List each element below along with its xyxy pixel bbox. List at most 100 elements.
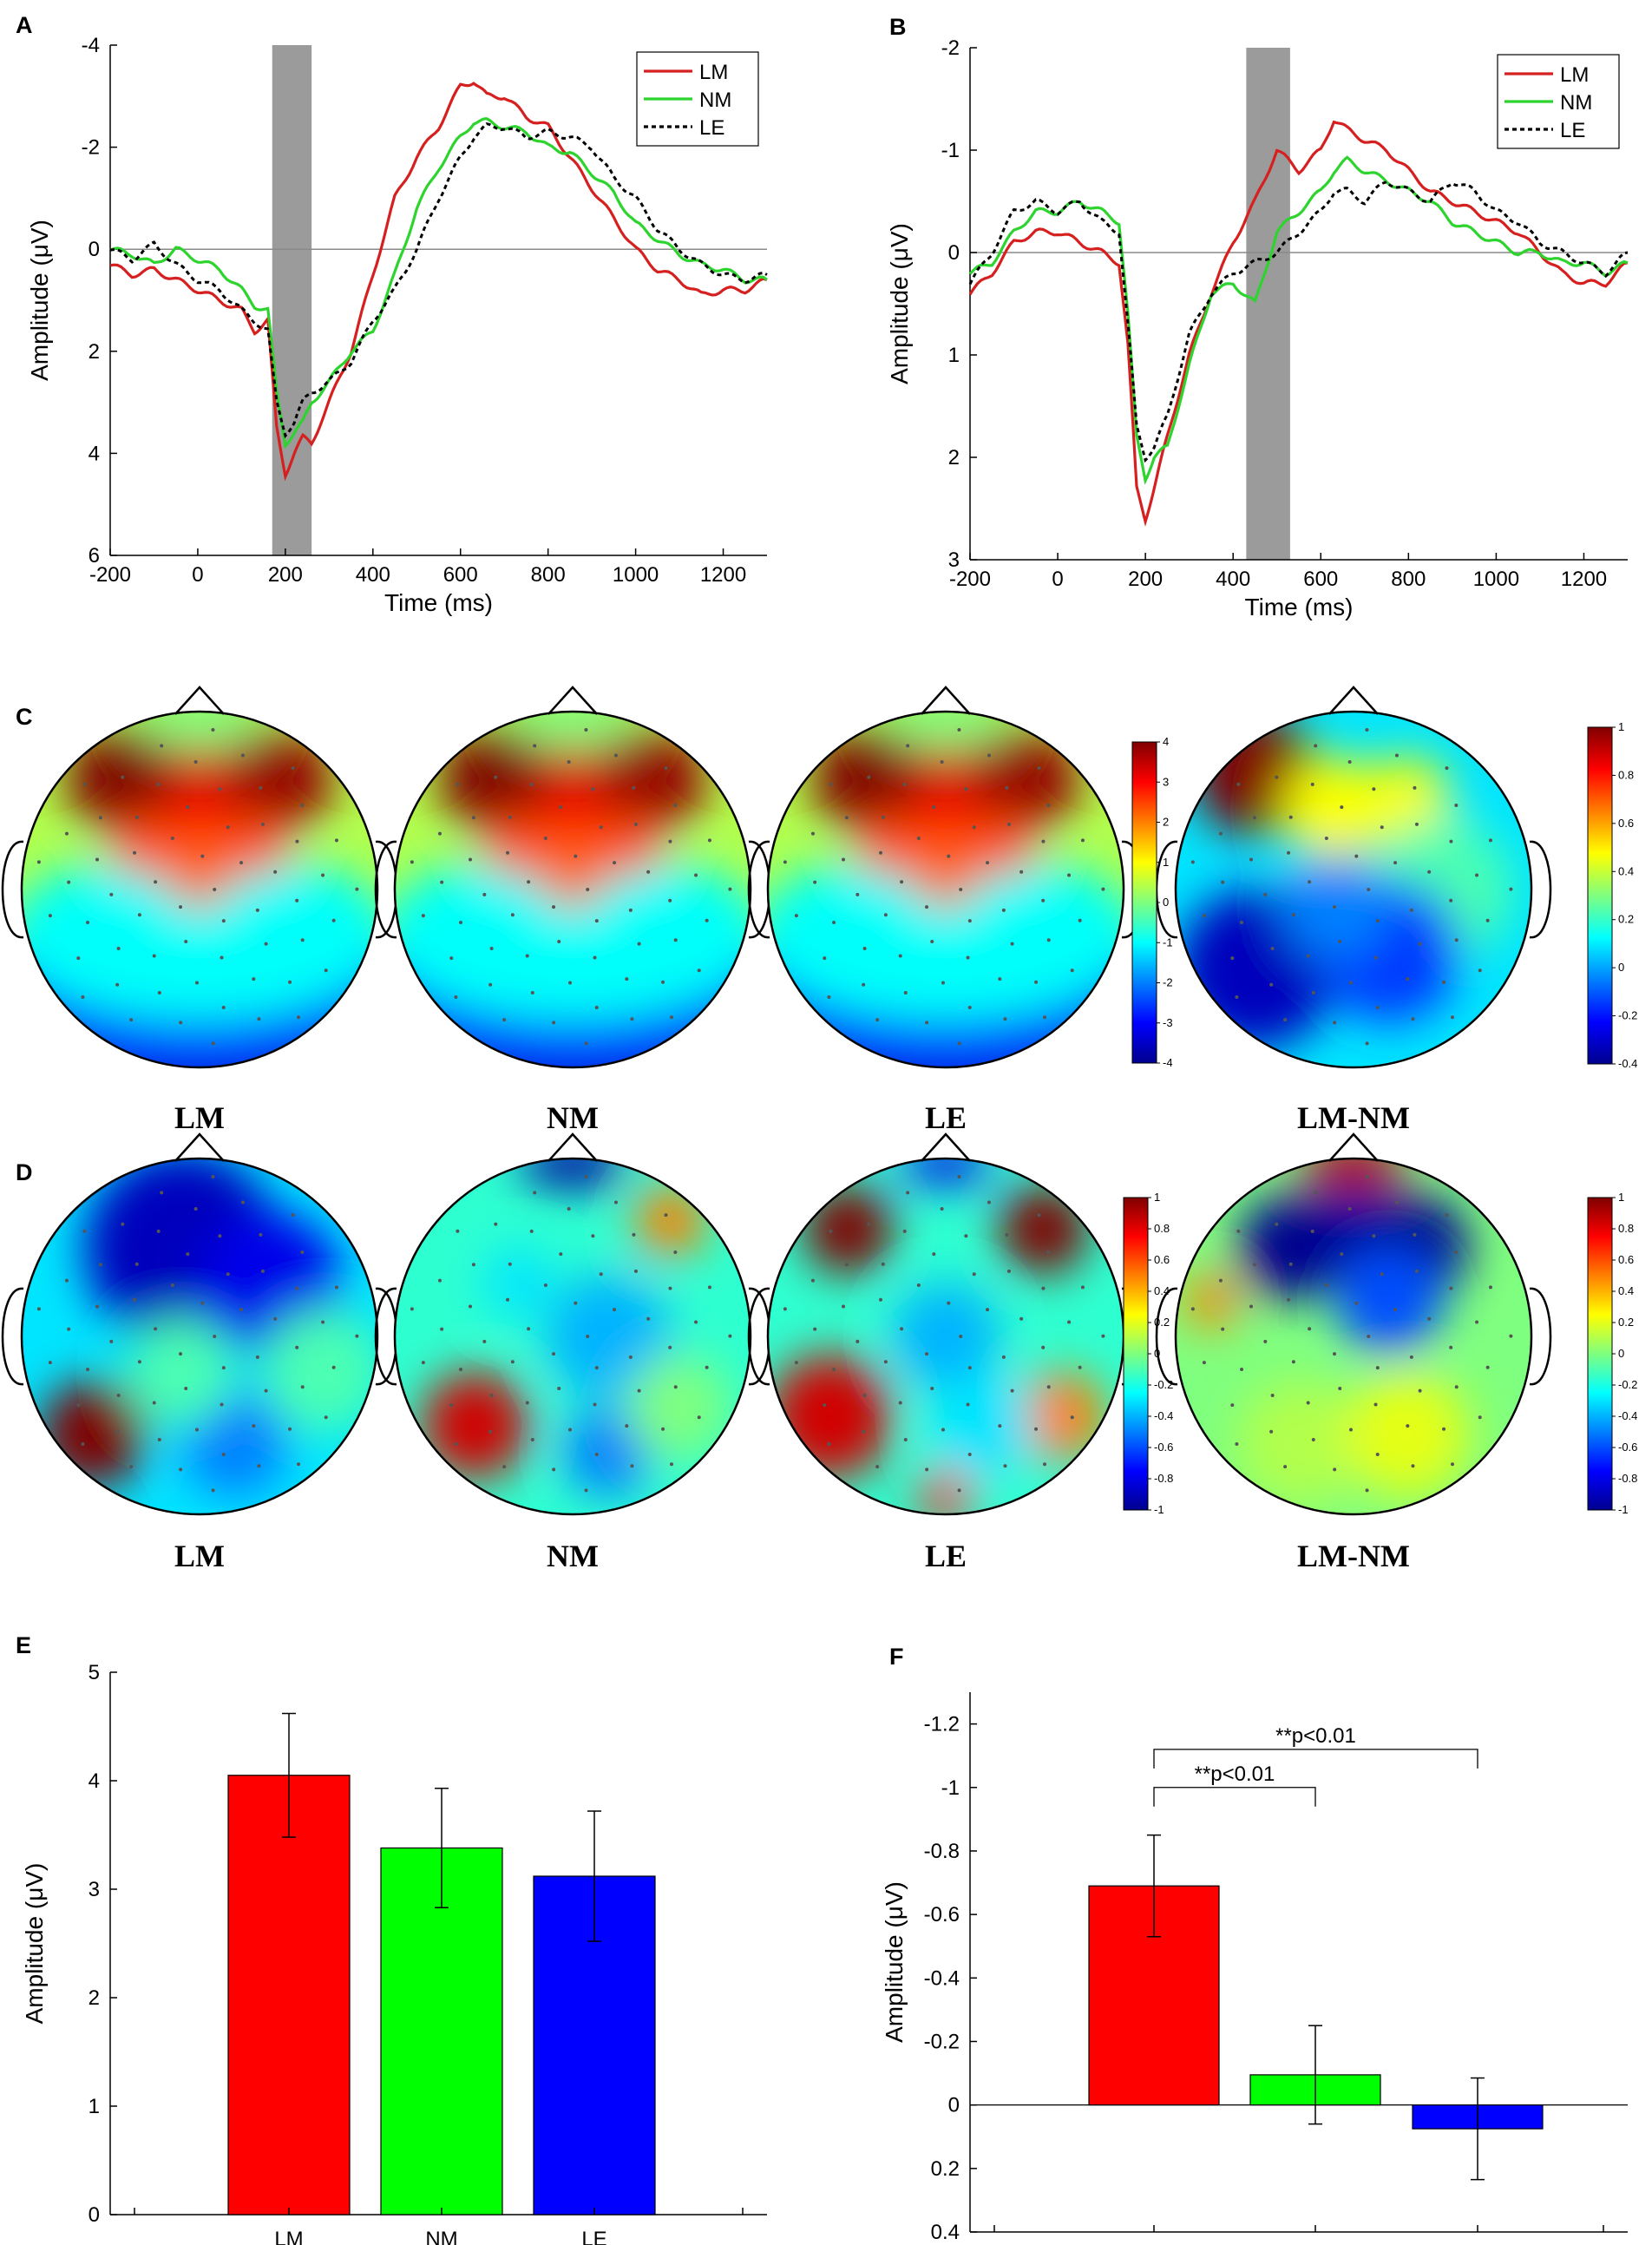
field-band — [768, 845, 1124, 1022]
electrode-dot — [1236, 1229, 1241, 1233]
electrode-dot — [1308, 880, 1312, 884]
colorbar-c1: 4 3 2 1 0 -1 -2 -3 -4 — [1131, 735, 1173, 1069]
colorbar-tick-label: -1 — [1163, 935, 1173, 949]
colorbar-tick-label: -0.8 — [1618, 1472, 1637, 1485]
electrode-dot — [1236, 782, 1241, 786]
x-tick-label-NM: NM — [425, 2228, 457, 2245]
electrode-dot — [1041, 1286, 1046, 1290]
electrode-dot — [673, 938, 678, 942]
electrode-dot — [67, 880, 71, 884]
electrode-dot — [1449, 839, 1453, 844]
y-tick-label: 2 — [88, 340, 100, 364]
colorbar-gradient — [1587, 726, 1613, 1065]
series-line-LM — [109, 82, 768, 482]
electrode-dot — [129, 1465, 134, 1469]
y-tick-label: -0.6 — [924, 1903, 960, 1927]
electrode-dot — [900, 1327, 904, 1331]
electrode-dot — [862, 946, 867, 950]
colorbar-tick-label: -1 — [1618, 1503, 1629, 1516]
colorbar-tick-label: 1 — [1163, 856, 1169, 869]
electrode-dot — [1375, 1453, 1380, 1457]
electrode-dot — [552, 1467, 556, 1472]
electrode-dot — [1078, 918, 1082, 922]
electrode-dot — [599, 1272, 603, 1277]
electrode-dot — [133, 850, 137, 855]
electrode-dot — [81, 995, 85, 1000]
electrode-dot — [86, 921, 90, 925]
y-tick-label: 0 — [948, 2094, 960, 2117]
head-outline — [20, 710, 379, 1069]
y-tick-label: -1 — [941, 1776, 960, 1800]
electrode-dot — [129, 1018, 134, 1022]
y-axis-label: Amplitude (μV) — [21, 1863, 48, 2025]
electrode-dot — [157, 991, 161, 995]
electrode-dot — [226, 825, 230, 830]
electrode-dot — [613, 1200, 618, 1205]
nose-outline — [921, 1132, 971, 1162]
electrode-dot — [482, 1339, 487, 1343]
electrode-dot — [508, 815, 512, 819]
electrode-dot — [221, 1366, 226, 1370]
right-ear-outline — [748, 1287, 771, 1386]
electrode-dot — [1283, 1465, 1288, 1469]
electrode-dot — [986, 1308, 990, 1312]
electrode-dot — [449, 956, 454, 961]
colorbar-tick-label: -0.2 — [1618, 1378, 1637, 1391]
electrode-dot — [291, 766, 295, 771]
electrode-dot — [1240, 921, 1244, 925]
topomap-LM: LM — [1, 686, 398, 1135]
field-blob — [812, 725, 920, 833]
electrode-dot — [1041, 1345, 1046, 1349]
electrode-dot — [1252, 816, 1256, 820]
electrode-dot — [1333, 905, 1337, 909]
electrode-dot — [468, 1304, 472, 1309]
colorbar-tick-label: -0.4 — [1618, 1057, 1637, 1070]
electrode-dot — [437, 1278, 442, 1283]
electrode-dot — [137, 913, 141, 917]
electrode-dot — [613, 753, 618, 758]
electrode-dot — [331, 918, 336, 922]
electrode-dot — [440, 880, 444, 884]
electrode-dot — [646, 870, 651, 874]
electrode-dot — [76, 1403, 81, 1408]
left-ear-outline — [1, 840, 24, 939]
electrode-dot — [557, 1387, 561, 1391]
colorbar-d1: 1 0.8 0.6 0.4 0.2 0 -0.2 -0.4 -0.6 -0.8 -1 — [1123, 1191, 1173, 1516]
electrode-dot — [930, 1387, 934, 1391]
head-outline — [766, 710, 1125, 1069]
field-blob — [261, 1310, 377, 1434]
electrode-dot — [964, 787, 968, 791]
electrode-dot — [456, 1229, 460, 1233]
field-band — [901, 1159, 991, 1185]
electrode-dot — [482, 892, 487, 896]
electrode-dot — [221, 919, 226, 923]
electrode-dot — [494, 1222, 498, 1226]
electrode-dot — [883, 913, 888, 917]
legend-label-LM: LM — [699, 61, 728, 84]
electrode-dot — [1230, 1403, 1235, 1408]
y-tick-label: 0 — [948, 241, 960, 265]
electrode-dot — [637, 1388, 641, 1393]
electrode-dot — [705, 1365, 709, 1369]
electrode-dot — [543, 1283, 547, 1288]
y-tick-label: -4 — [82, 34, 100, 57]
electrode-dot — [1067, 1320, 1072, 1324]
electrode-dot — [916, 837, 921, 841]
electrode-dot — [1365, 1041, 1369, 1046]
x-tick-label: -200 — [949, 568, 991, 591]
field-blob — [439, 725, 547, 833]
electrode-dot — [510, 913, 515, 917]
electrode-dot — [1354, 1301, 1359, 1305]
electrode-dot — [295, 839, 299, 844]
electrode-dot — [599, 825, 603, 830]
field-blob — [892, 1283, 1000, 1390]
x-tick-label: 200 — [1128, 568, 1163, 591]
topomap-field — [1176, 1159, 1531, 1514]
electrode-dot — [567, 1428, 572, 1432]
electrode-dot — [260, 822, 265, 826]
electrode-dot — [668, 839, 672, 844]
electrode-dot — [179, 1467, 183, 1472]
electrode-dot — [932, 805, 936, 810]
electrode-dot — [1365, 1175, 1369, 1179]
electrode-dot — [879, 1297, 883, 1302]
